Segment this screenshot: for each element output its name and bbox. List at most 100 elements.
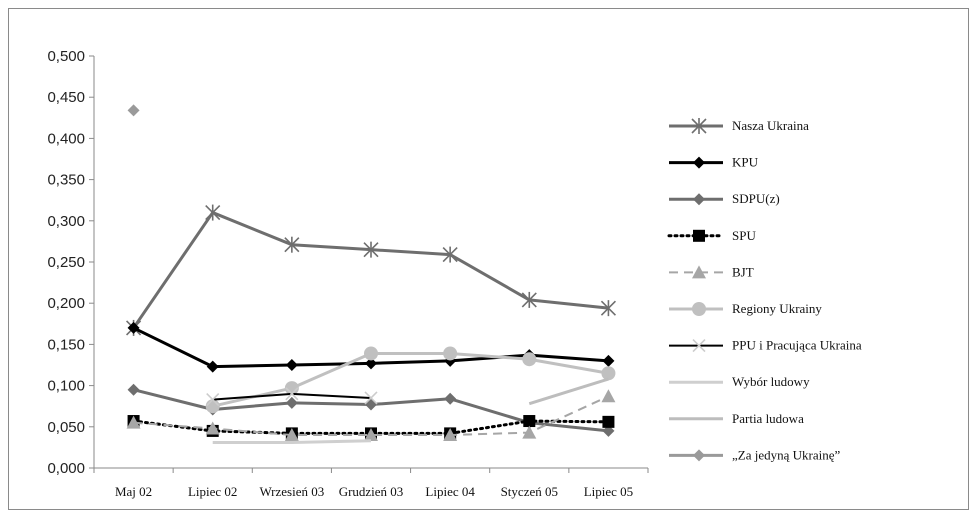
data-point [285,396,298,409]
marker-triangle [205,421,220,435]
data-point [364,346,378,361]
data-point [364,428,378,442]
chart-series [126,104,616,444]
data-point [523,415,536,428]
data-point [285,359,298,371]
legend-label: Partia ludowa [732,411,804,426]
x-tick-label: Maj 02 [115,484,152,499]
series-0 [126,204,616,336]
x-tick-label: Lipiec 02 [188,484,237,499]
legend-label: SDPU(z) [732,191,780,206]
legend-label: „Za jedyną Ukrainę” [732,447,841,462]
marker-circle [522,352,537,367]
marker-triangle [364,428,378,442]
marker-diamond [693,193,705,206]
data-point [206,360,219,373]
marker-diamond [127,104,140,117]
y-tick-label: 0,150 [47,336,85,353]
legend-label: SPU [732,228,756,243]
marker-diamond [444,392,457,405]
y-tick-label: 0,350 [47,172,85,189]
x-tick-label: Grudzień 03 [339,484,404,499]
legend-label: PPU i Pracująca Ukraina [732,338,862,353]
legend-swatch-marker [693,193,705,206]
x-tick-label: Styczeń 05 [501,484,558,499]
marker-diamond [127,321,140,334]
legend-item-2: SDPU(z) [669,191,780,206]
marker-triangle [522,425,537,439]
y-tick-label: 0,450 [47,89,85,106]
legend-swatch-marker [692,302,706,316]
marker-diamond [365,398,377,411]
data-point [284,236,300,253]
legend-swatch-marker [691,118,707,134]
y-tick-label: 0,000 [47,460,85,477]
chart-legend: Nasza Ukraina KPU SDPU(z) SPU BJT Regiony Ukr… [667,118,862,462]
legend-label: Nasza Ukraina [732,118,809,133]
data-point [601,389,616,403]
data-point [284,428,299,442]
marker-circle [601,366,616,381]
data-point [365,357,377,370]
marker-circle [443,346,458,361]
marker-x-stroke [206,393,220,407]
marker-diamond [365,357,377,370]
chart-axes: 0,000 0,050 0,100 0,150 0,200 0,250 0,300 0,350… [47,48,649,499]
data-point [443,346,458,361]
legend-label: Regiony Ukrainy [732,301,822,316]
series-line [212,351,609,408]
data-point [600,300,616,317]
marker-square [523,415,536,428]
x-tick-label: Wrzesień 03 [259,484,324,499]
series-4 [126,389,616,442]
legend-label: KPU [732,155,759,170]
marker-diamond [693,449,705,462]
data-point [206,393,220,407]
data-point [205,421,220,435]
legend-item-9: „Za jedyną Ukrainę” [669,447,841,462]
marker-circle [284,381,299,396]
marker-circle [692,302,706,316]
legend-label: Wybór ludowy [732,374,810,389]
data-point [521,291,537,308]
marker-diamond [602,354,615,367]
y-tick-label: 0,500 [47,48,85,65]
marker-diamond [602,424,615,437]
marker-triangle [284,428,299,442]
legend-swatch-marker [693,229,705,242]
data-point [602,424,615,437]
marker-diamond [285,359,298,371]
data-point [443,428,458,442]
legend-swatch-marker [693,449,705,462]
marker-diamond [127,383,140,396]
x-tick-label: Lipiec 05 [584,484,633,499]
data-point [127,104,140,117]
data-point [127,321,140,334]
marker-diamond [206,360,219,373]
y-tick-label: 0,250 [47,254,85,271]
data-point [602,354,615,367]
y-tick-label: 0,300 [47,213,85,230]
legend-swatch-marker [693,156,705,169]
marker-square [602,415,615,428]
marker-diamond [693,156,705,169]
y-tick-label: 0,050 [47,419,85,436]
series-7 [212,439,372,444]
data-point [442,246,458,263]
legend-item-0: Nasza Ukraina [669,118,809,134]
data-point [365,398,377,411]
data-point [363,241,379,258]
data-point [205,204,221,221]
data-point [522,352,537,367]
data-point [601,366,616,381]
marker-circle [364,346,378,361]
legend-item-3: SPU [667,228,756,243]
y-tick-label: 0,100 [47,378,85,395]
series-line [528,377,609,406]
marker-circle [205,399,220,414]
legend-swatch-marker [692,339,706,353]
data-point [127,383,140,396]
data-point [126,415,141,429]
data-point [444,392,457,405]
